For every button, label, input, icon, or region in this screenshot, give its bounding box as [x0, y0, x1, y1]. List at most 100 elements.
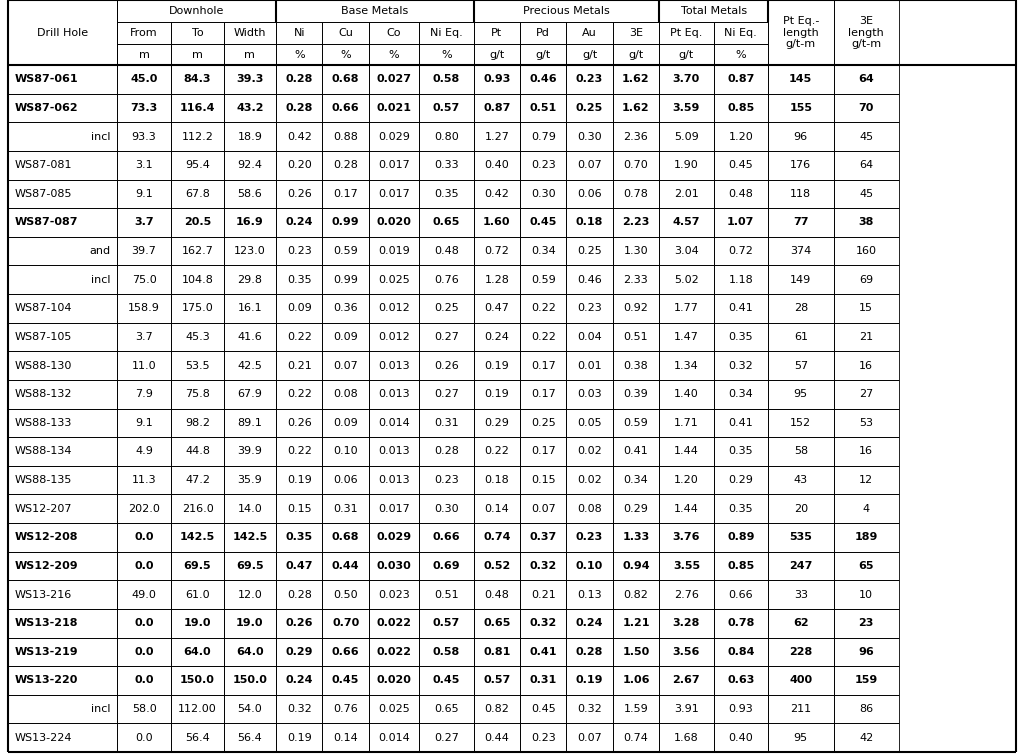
Text: WS12-209: WS12-209: [14, 561, 78, 571]
Text: 0.30: 0.30: [530, 188, 556, 199]
Text: 3.55: 3.55: [673, 561, 700, 571]
Text: 47.2: 47.2: [185, 475, 210, 485]
Text: 45.0: 45.0: [130, 75, 158, 84]
Text: 39.9: 39.9: [238, 446, 262, 456]
Text: 2.76: 2.76: [674, 590, 698, 599]
Text: 0.39: 0.39: [624, 389, 648, 399]
Text: 0.23: 0.23: [434, 475, 459, 485]
Text: 9.1: 9.1: [135, 188, 153, 199]
Text: 0.32: 0.32: [529, 618, 557, 628]
Text: 0.58: 0.58: [433, 75, 460, 84]
Text: 2.23: 2.23: [623, 217, 649, 228]
Text: 38: 38: [859, 217, 874, 228]
Text: WS13-220: WS13-220: [14, 676, 78, 685]
Text: 0.32: 0.32: [578, 704, 602, 714]
Text: 75.0: 75.0: [132, 274, 157, 285]
Text: %: %: [441, 50, 452, 60]
Text: 67.8: 67.8: [185, 188, 210, 199]
Text: 0.25: 0.25: [530, 418, 556, 428]
Text: 189: 189: [855, 532, 878, 542]
Text: 0.021: 0.021: [377, 103, 412, 113]
Text: 0.19: 0.19: [484, 360, 509, 370]
Text: 45: 45: [859, 131, 873, 142]
Text: 142.5: 142.5: [180, 532, 215, 542]
Text: 0.46: 0.46: [529, 75, 557, 84]
Text: 56.4: 56.4: [238, 733, 262, 743]
Text: 0.34: 0.34: [728, 389, 754, 399]
Text: 0.30: 0.30: [578, 131, 602, 142]
Text: 16.1: 16.1: [238, 303, 262, 314]
Text: 0.88: 0.88: [333, 131, 358, 142]
Text: 1.62: 1.62: [623, 103, 650, 113]
Text: 41.6: 41.6: [238, 332, 262, 342]
Text: WS13-216: WS13-216: [14, 590, 72, 599]
Text: 0.41: 0.41: [529, 647, 557, 657]
Text: 0.65: 0.65: [434, 704, 459, 714]
Text: 0.025: 0.025: [378, 274, 410, 285]
Text: 535: 535: [790, 532, 812, 542]
Text: 0.35: 0.35: [287, 274, 311, 285]
Text: 3.7: 3.7: [135, 332, 153, 342]
Text: 0.08: 0.08: [333, 389, 358, 399]
Text: 0.68: 0.68: [332, 532, 359, 542]
Text: 5.02: 5.02: [674, 274, 698, 285]
Text: g/t: g/t: [679, 50, 694, 60]
Text: 0.35: 0.35: [434, 188, 459, 199]
Text: 1.34: 1.34: [674, 360, 698, 370]
Text: 42.5: 42.5: [238, 360, 262, 370]
Text: 149: 149: [791, 274, 811, 285]
Text: 0.10: 0.10: [575, 561, 603, 571]
Text: 0.45: 0.45: [332, 676, 359, 685]
Text: 374: 374: [791, 246, 811, 256]
Text: 0.27: 0.27: [434, 733, 459, 743]
Text: 0.0: 0.0: [134, 561, 154, 571]
Text: 152: 152: [791, 418, 811, 428]
Text: 0.07: 0.07: [578, 733, 602, 743]
Text: 0.14: 0.14: [484, 504, 509, 513]
Text: 0.92: 0.92: [624, 303, 648, 314]
Text: 0.42: 0.42: [484, 188, 509, 199]
Text: 0.74: 0.74: [483, 532, 511, 542]
Text: 0.19: 0.19: [287, 475, 311, 485]
Text: WS87-062: WS87-062: [14, 103, 78, 113]
Text: 0.19: 0.19: [484, 389, 509, 399]
Text: 0.24: 0.24: [286, 676, 313, 685]
Text: m: m: [245, 50, 255, 60]
Text: 202.0: 202.0: [128, 504, 160, 513]
Text: 0.013: 0.013: [378, 475, 410, 485]
Text: 0.24: 0.24: [575, 618, 603, 628]
Text: 0.33: 0.33: [434, 160, 459, 170]
Text: 0.32: 0.32: [529, 561, 557, 571]
Text: 0.59: 0.59: [624, 418, 648, 428]
Text: and: and: [89, 246, 111, 256]
Text: 0.31: 0.31: [529, 676, 557, 685]
Text: 0.01: 0.01: [578, 360, 602, 370]
Text: 2.36: 2.36: [624, 131, 648, 142]
Text: 0.020: 0.020: [377, 217, 412, 228]
Text: WS87-105: WS87-105: [14, 332, 72, 342]
Text: 0.29: 0.29: [484, 418, 509, 428]
Text: 160: 160: [856, 246, 877, 256]
Text: 10: 10: [859, 590, 873, 599]
Text: 0.07: 0.07: [578, 160, 602, 170]
Text: 0.35: 0.35: [728, 504, 753, 513]
Text: 0.48: 0.48: [728, 188, 754, 199]
Text: 0.93: 0.93: [728, 704, 754, 714]
Text: 0.18: 0.18: [575, 217, 603, 228]
Text: 4.9: 4.9: [135, 446, 153, 456]
Text: 0.07: 0.07: [333, 360, 358, 370]
Text: 0.014: 0.014: [378, 418, 410, 428]
Text: 104.8: 104.8: [181, 274, 213, 285]
Text: 1.21: 1.21: [623, 618, 650, 628]
Text: 2.01: 2.01: [674, 188, 698, 199]
Text: 0.23: 0.23: [530, 160, 556, 170]
Text: 0.35: 0.35: [728, 446, 753, 456]
Text: 0.48: 0.48: [484, 590, 509, 599]
Text: To: To: [191, 28, 204, 38]
Text: 0.59: 0.59: [333, 246, 358, 256]
Text: 3.56: 3.56: [673, 647, 700, 657]
Text: 12: 12: [859, 475, 873, 485]
Text: 3.7: 3.7: [134, 217, 154, 228]
Text: 5.09: 5.09: [674, 131, 698, 142]
Text: incl: incl: [91, 704, 111, 714]
